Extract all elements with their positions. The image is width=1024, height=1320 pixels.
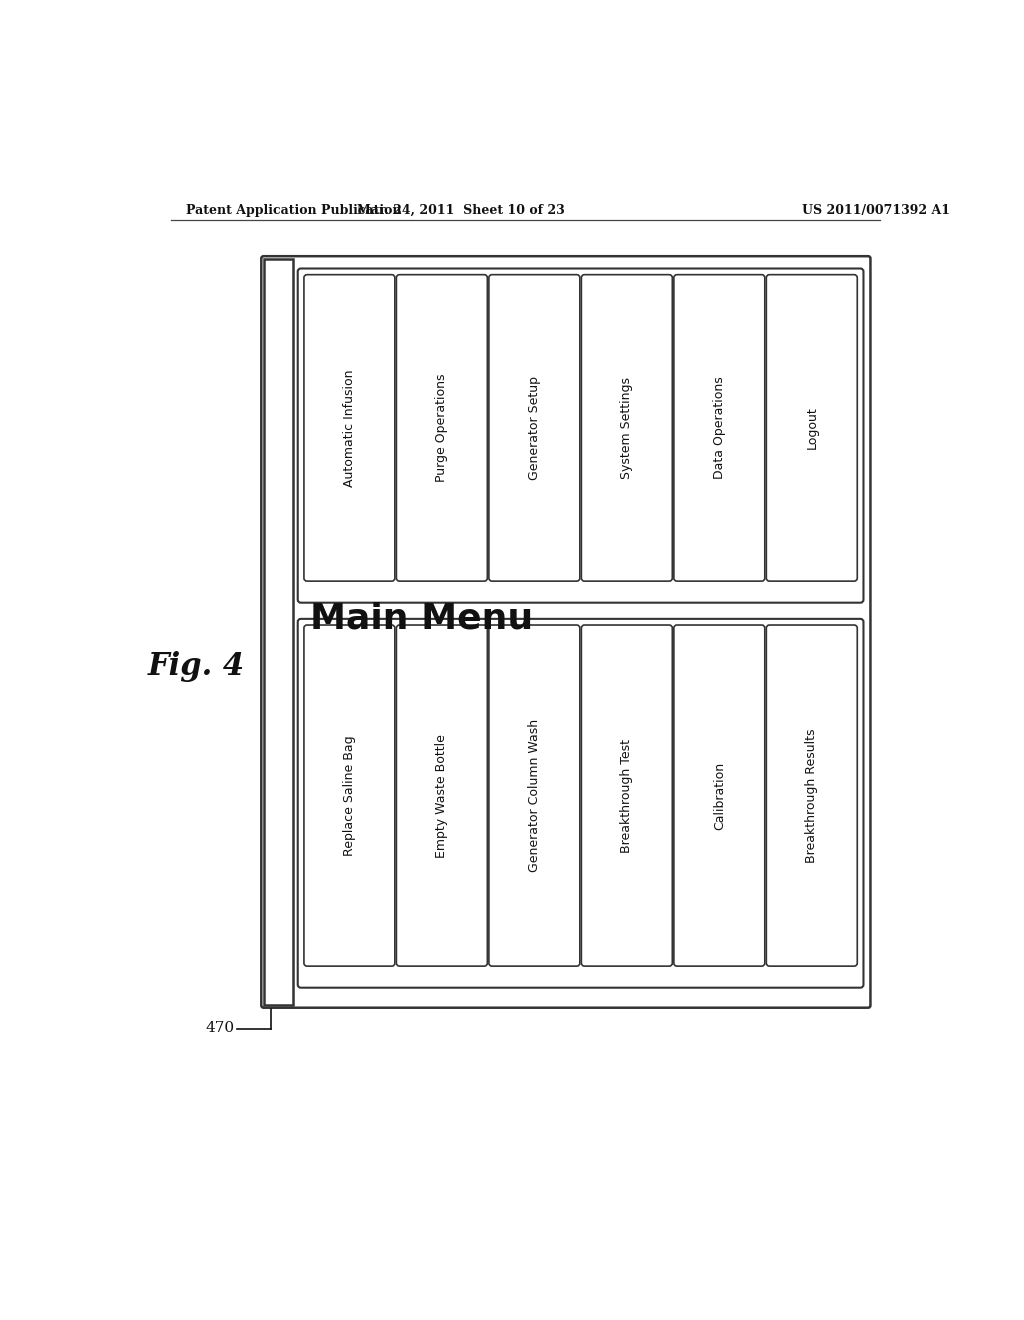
- Text: US 2011/0071392 A1: US 2011/0071392 A1: [802, 205, 950, 218]
- FancyBboxPatch shape: [582, 275, 673, 581]
- Text: Purge Operations: Purge Operations: [435, 374, 449, 482]
- FancyBboxPatch shape: [674, 626, 765, 966]
- Text: Patent Application Publication: Patent Application Publication: [186, 205, 401, 218]
- FancyBboxPatch shape: [674, 275, 765, 581]
- Text: Mar. 24, 2011  Sheet 10 of 23: Mar. 24, 2011 Sheet 10 of 23: [357, 205, 565, 218]
- Text: Generator Setup: Generator Setup: [527, 376, 541, 480]
- Text: Breakthrough Results: Breakthrough Results: [805, 729, 818, 863]
- FancyBboxPatch shape: [304, 626, 395, 966]
- Text: Logout: Logout: [805, 407, 818, 449]
- FancyBboxPatch shape: [396, 275, 487, 581]
- FancyBboxPatch shape: [582, 626, 673, 966]
- Text: Breakthrough Test: Breakthrough Test: [621, 739, 633, 853]
- FancyBboxPatch shape: [304, 275, 395, 581]
- Text: Calibration: Calibration: [713, 762, 726, 830]
- FancyBboxPatch shape: [766, 275, 857, 581]
- Text: Empty Waste Bottle: Empty Waste Bottle: [435, 734, 449, 858]
- Bar: [263, 259, 293, 1006]
- FancyBboxPatch shape: [396, 626, 487, 966]
- FancyBboxPatch shape: [298, 619, 863, 987]
- Text: Main Menu: Main Menu: [310, 602, 534, 635]
- FancyBboxPatch shape: [261, 256, 870, 1007]
- Text: System Settings: System Settings: [621, 378, 633, 479]
- Text: 470: 470: [205, 1022, 234, 1035]
- Text: Automatic Infusion: Automatic Infusion: [343, 370, 356, 487]
- FancyBboxPatch shape: [766, 626, 857, 966]
- FancyBboxPatch shape: [488, 626, 580, 966]
- FancyBboxPatch shape: [298, 268, 863, 603]
- Text: Fig. 4: Fig. 4: [147, 651, 245, 682]
- Text: Generator Column Wash: Generator Column Wash: [527, 719, 541, 873]
- Text: Replace Saline Bag: Replace Saline Bag: [343, 735, 356, 855]
- Text: Data Operations: Data Operations: [713, 376, 726, 479]
- FancyBboxPatch shape: [488, 275, 580, 581]
